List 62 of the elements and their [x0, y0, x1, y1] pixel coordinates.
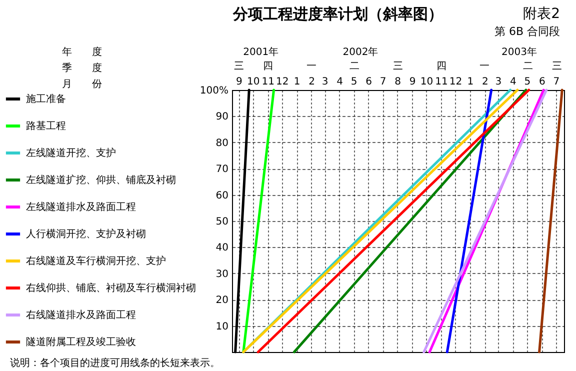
x-tick-label: 7 [553, 76, 560, 88]
y-tick-label: 30 [216, 268, 228, 280]
text: 第 6B 合同段 [494, 25, 560, 38]
legend-label: 右线隧道排水及路面工程 [26, 309, 136, 321]
text: 二 [522, 61, 533, 72]
x-tick-label: 10 [420, 76, 434, 88]
x-tick-label: 6 [366, 76, 372, 88]
x-tick-label: 9 [409, 76, 416, 88]
y-tick-label: 20 [216, 295, 228, 306]
y-tick-label: 90 [216, 112, 228, 123]
legend-label: 右线隧道及车行横洞开挖、支护 [26, 255, 166, 267]
legend-label: 左线隧道排水及路面工程 [26, 201, 136, 213]
x-tick-label: 1 [467, 76, 474, 88]
text: 三 [234, 61, 244, 72]
x-tick-label: 4 [510, 76, 516, 88]
text: 说明：各个项目的进度可用线条的长短来表示。 [10, 357, 220, 369]
legend-label: 路基工程 [26, 120, 66, 132]
x-tick-label: 12 [276, 76, 289, 88]
y-tick-label: 10 [216, 321, 228, 332]
chart-title: 分项工程进度率计划（斜率图） [232, 5, 443, 23]
y-tick-label: 50 [216, 216, 228, 228]
legend-label: 施工准备 [26, 93, 66, 105]
text: 四 [263, 61, 274, 72]
text: 2002年 [342, 46, 378, 58]
x-tick-label: 2 [308, 76, 316, 88]
x-tick-label: 5 [524, 76, 531, 88]
y-tick-label: 80 [216, 138, 228, 149]
x-tick-label: 6 [538, 76, 546, 88]
x-tick-label: 12 [449, 76, 462, 88]
x-tick-label: 11 [435, 76, 448, 88]
y-tick-label: 40 [216, 242, 228, 254]
x-tick-label: 1 [294, 76, 300, 88]
legend-label: 左线隧道开挖、支护 [26, 147, 116, 159]
text: 附表2 [523, 6, 560, 22]
legend-label: 人行横洞开挖、支护及衬砌 [26, 228, 146, 240]
x-tick-label: 7 [380, 76, 386, 88]
text: 2003年 [502, 46, 537, 58]
x-tick-label: 2 [482, 76, 488, 88]
text: 四 [436, 61, 446, 72]
text: 2001年 [243, 46, 279, 58]
legend-label: 隧道附属工程及竣工验收 [26, 336, 136, 348]
text: 一 [306, 61, 316, 72]
legend-label: 左线隧道扩挖、仰拱、铺底及衬砌 [26, 174, 176, 186]
x-tick-label: 4 [336, 76, 344, 88]
y-tick-label: 100% [200, 86, 228, 96]
x-tick-label: 8 [394, 76, 401, 88]
text: 月 份 [62, 79, 102, 90]
text: 三 [393, 61, 403, 72]
x-tick-label: 10 [247, 76, 260, 88]
y-tick-label: 70 [216, 164, 228, 176]
text: 一 [480, 61, 490, 72]
text: 年 度 [62, 46, 102, 58]
text: 季 度 [62, 62, 102, 74]
legend-label: 右线仰拱、铺底、衬砌及车行横洞衬砌 [26, 282, 196, 294]
x-tick-label: 5 [350, 76, 358, 88]
text: 二 [350, 61, 360, 72]
x-tick-label: 11 [262, 76, 274, 88]
x-tick-label: 3 [322, 76, 328, 88]
y-tick-label: 60 [216, 190, 228, 202]
text: 三 [552, 61, 562, 72]
x-tick-label: 9 [236, 76, 242, 88]
x-tick-label: 3 [495, 76, 502, 88]
